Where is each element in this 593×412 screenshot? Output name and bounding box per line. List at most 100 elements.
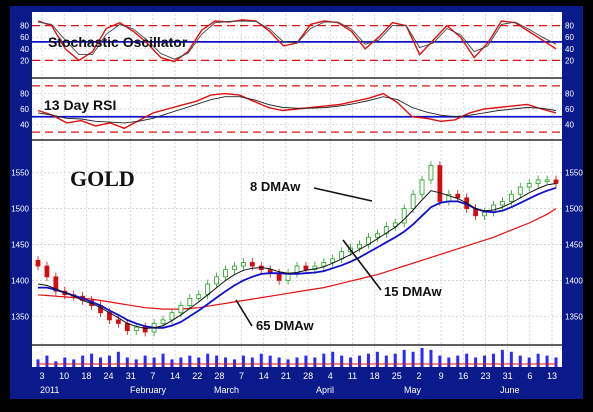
volume-bar [438, 355, 442, 367]
candle-body [187, 297, 193, 306]
volume-bar [206, 353, 210, 367]
candle-body [249, 262, 255, 267]
volume-bar [500, 349, 504, 367]
stochastic-ytick-left: 40 [20, 45, 29, 54]
x-tick-label: 14 [259, 371, 269, 381]
stochastic-ytick-right: 40 [565, 45, 574, 54]
x-tick-label: 11 [348, 371, 357, 381]
price-ytick-right: 1450 [565, 241, 583, 250]
candle-body [500, 201, 505, 206]
x-month-label: May [404, 385, 422, 395]
volume-bar [224, 357, 228, 367]
stochastic-ytick-left: 80 [20, 22, 29, 31]
candle-body [115, 319, 121, 324]
volume-bar [81, 355, 85, 367]
candle-body [223, 269, 228, 278]
price-ytick-left: 1500 [11, 205, 29, 214]
plot-area [32, 12, 562, 367]
stochastic-ytick-right: 80 [565, 22, 574, 31]
price-ytick-right: 1500 [565, 205, 583, 214]
volume-bar [536, 353, 540, 367]
volume-bar [331, 351, 335, 367]
candle-body [419, 179, 425, 195]
volume-bar [232, 359, 236, 367]
rsi-title: 13 Day RSI [44, 97, 116, 113]
rsi-series-line-1 [37, 96, 557, 124]
candle-body [544, 179, 550, 182]
volume-bar [420, 348, 424, 367]
stochastic-ytick-left: 20 [20, 56, 29, 65]
stochastic-ytick-right: 60 [565, 33, 574, 42]
volume-bar [366, 353, 370, 367]
volume-bar [116, 351, 120, 367]
volume-bar [474, 357, 478, 367]
x-tick-label: 2 [416, 371, 421, 381]
volume-bar [152, 357, 156, 367]
x-tick-label: 14 [170, 371, 180, 381]
price-ytick-left: 1550 [11, 169, 29, 178]
volume-bar [322, 353, 326, 367]
candle-body [428, 165, 434, 181]
x-tick-label: 6 [527, 371, 532, 381]
candle-body [508, 193, 514, 202]
x-tick-label: 7 [150, 371, 155, 381]
candle-body [455, 193, 461, 199]
x-tick-label: 4 [328, 371, 333, 381]
price-ytick-right: 1350 [565, 312, 583, 321]
candle-body [357, 244, 362, 249]
candle-body [330, 258, 336, 263]
volume-bar [349, 357, 353, 367]
volume-bar [179, 357, 183, 367]
volume-bar [188, 355, 192, 367]
volume-bar [161, 353, 165, 367]
x-tick-label: 9 [439, 371, 444, 381]
ma15-label: 15 DMAw [384, 284, 442, 299]
price-ytick-left: 1450 [11, 241, 29, 250]
volume-bar [286, 359, 290, 367]
candle-body [232, 265, 237, 271]
candle-body [214, 276, 220, 285]
x-month-label: April [316, 385, 334, 395]
volume-bar [340, 355, 344, 367]
volume-bar [125, 357, 129, 367]
volume-bar [268, 355, 272, 367]
candle-body [517, 186, 523, 195]
volume-bar [277, 357, 281, 367]
volume-bar [304, 355, 308, 367]
rsi-ytick-left: 80 [20, 90, 29, 99]
volume-bar [456, 355, 460, 367]
x-tick-label: 18 [81, 371, 91, 381]
x-tick-label: 18 [370, 371, 380, 381]
x-month-label: June [500, 385, 520, 395]
volume-bar [250, 357, 254, 367]
x-month-label: March [214, 385, 239, 395]
volume-bar [313, 357, 317, 367]
candle-body [53, 276, 59, 292]
volume-bar [143, 355, 147, 367]
x-tick-label: 23 [480, 371, 490, 381]
gold-title: GOLD [70, 166, 135, 191]
ma65-label: 65 DMAw [256, 318, 314, 333]
candle-body [374, 233, 380, 238]
volume-bar [170, 359, 174, 367]
volume-bar [215, 355, 219, 367]
x-tick-label: 24 [104, 371, 114, 381]
volume-bar [518, 355, 522, 367]
volume-bar [107, 355, 111, 367]
volume-bar [393, 353, 397, 367]
price-ytick-left: 1350 [11, 312, 29, 321]
volume-bar [259, 353, 263, 367]
volume-bar [509, 351, 513, 367]
x-tick-label: 3 [39, 371, 44, 381]
candle-body [241, 262, 246, 267]
candle-body [312, 265, 318, 271]
volume-bar [447, 357, 451, 367]
x-tick-label: 31 [126, 371, 136, 381]
candle-body [35, 259, 41, 267]
volume-bar [90, 353, 94, 367]
x-tick-label: 28 [214, 371, 224, 381]
candle-body [553, 179, 559, 184]
ma15-pointer [342, 239, 382, 291]
